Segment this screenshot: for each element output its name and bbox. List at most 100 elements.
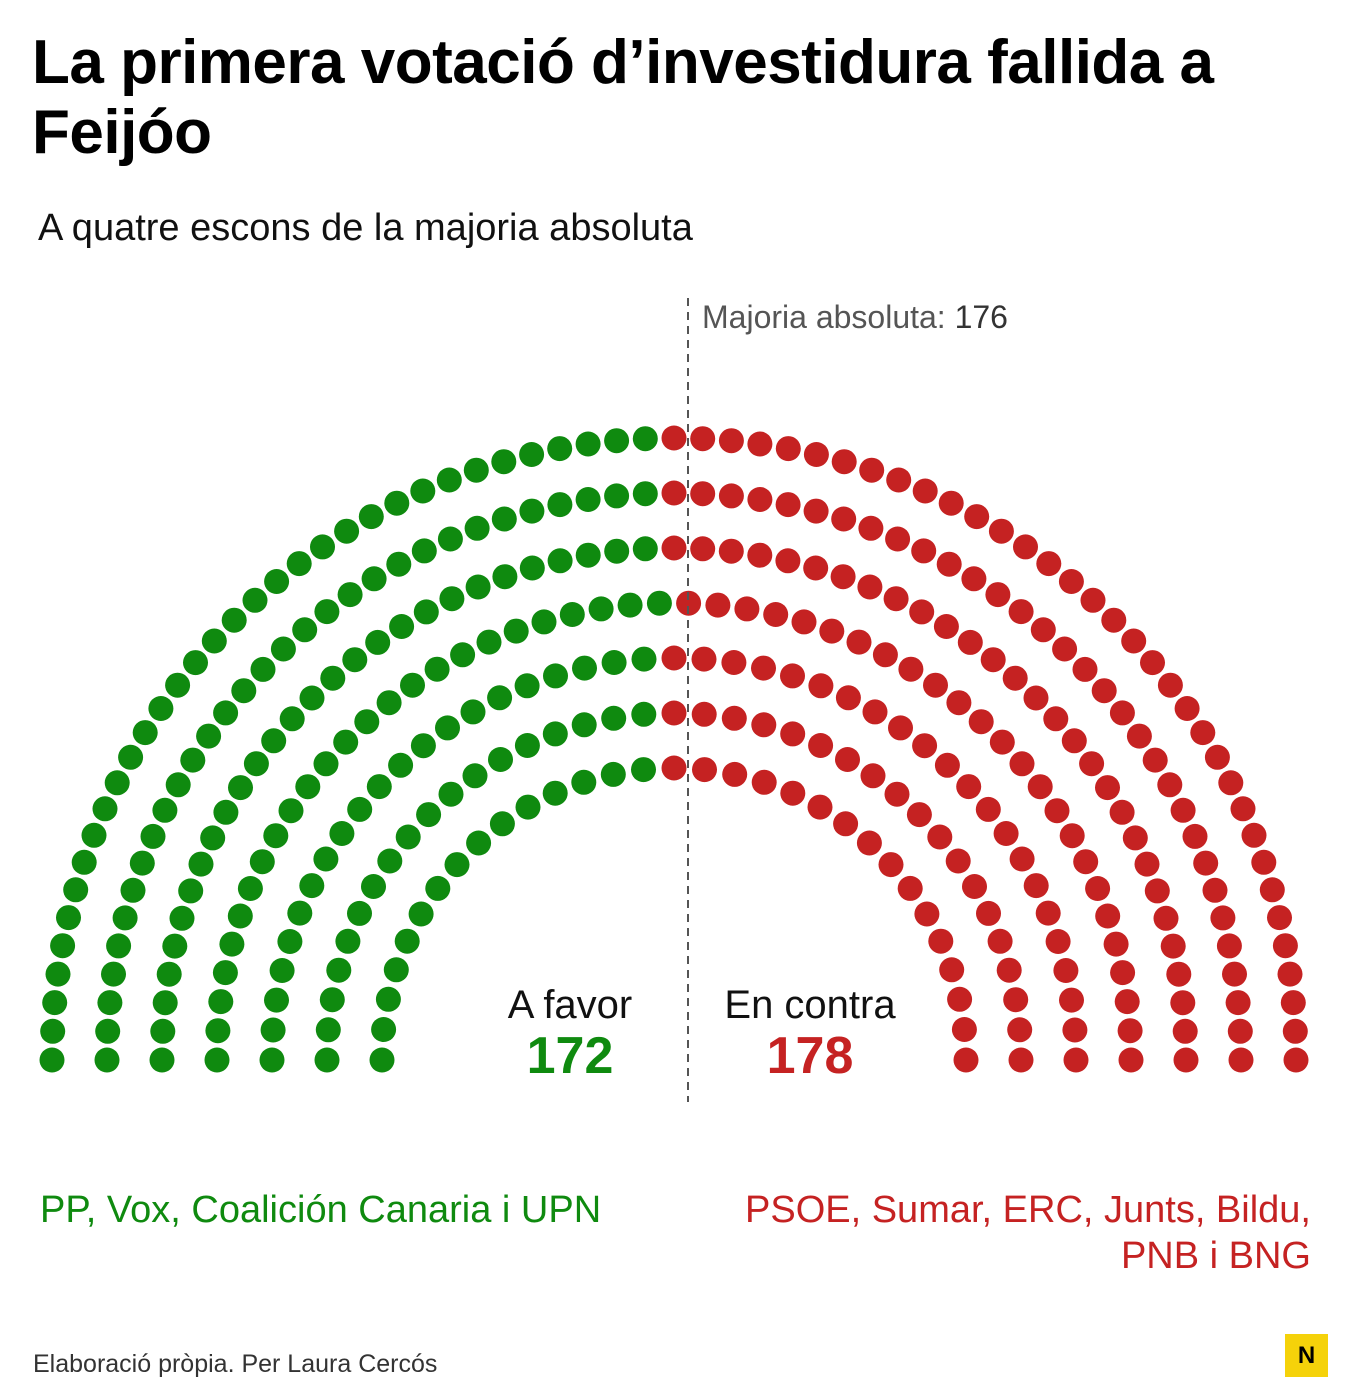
seat-favor	[178, 878, 204, 904]
seat-contra	[1008, 599, 1034, 625]
seat-contra	[1117, 1018, 1143, 1044]
seat-contra	[1009, 751, 1035, 777]
seat-contra	[946, 690, 972, 716]
seats-group	[39, 425, 1309, 1073]
seat-favor	[588, 596, 614, 622]
seat-contra	[1058, 569, 1084, 594]
seat-favor	[320, 665, 346, 691]
seat-favor	[45, 961, 71, 987]
favor-summary: A favor 172	[470, 982, 670, 1084]
seat-contra	[985, 582, 1011, 608]
seat-contra	[1109, 799, 1135, 825]
seat-favor	[450, 642, 476, 668]
seat-favor	[129, 850, 155, 876]
seat-contra	[1144, 878, 1170, 904]
seat-contra	[661, 425, 687, 451]
seat-favor	[337, 582, 363, 608]
seat-contra	[964, 504, 990, 530]
seat-favor	[149, 1047, 175, 1073]
source-credit: Elaboració pròpia. Per Laura Cercós	[33, 1350, 438, 1378]
seat-contra	[763, 602, 789, 627]
seat-favor	[410, 478, 436, 504]
contra-parties-line1: PSOE, Sumar, ERC, Junts, Bildu,	[745, 1189, 1311, 1231]
seat-contra	[860, 763, 886, 789]
seat-contra	[690, 426, 716, 452]
seat-contra	[791, 609, 817, 635]
seat-contra	[1091, 678, 1117, 704]
seat-contra	[1030, 617, 1056, 643]
seat-favor	[180, 747, 206, 773]
seat-contra	[835, 747, 860, 772]
seat-favor	[94, 1047, 120, 1073]
seat-contra	[1204, 744, 1230, 770]
seat-favor	[208, 989, 234, 1015]
seat-contra	[858, 515, 884, 541]
seat-favor	[152, 990, 178, 1016]
seat-contra	[993, 821, 1019, 846]
seat-contra	[1280, 990, 1306, 1016]
seat-contra	[690, 481, 716, 507]
seat-contra	[751, 655, 776, 681]
seat-contra	[1059, 823, 1085, 849]
seat-contra	[975, 796, 1001, 822]
seat-favor	[543, 663, 568, 689]
seat-contra	[846, 629, 872, 655]
seat-contra	[747, 431, 773, 457]
seat-contra	[947, 986, 973, 1012]
seat-contra	[897, 875, 923, 901]
seat-favor	[162, 933, 188, 959]
seat-contra	[1166, 961, 1192, 987]
seat-favor	[413, 599, 439, 625]
seat-favor	[411, 538, 437, 564]
seat-favor	[132, 720, 158, 746]
seat-favor	[519, 442, 545, 467]
seat-contra	[1007, 1017, 1033, 1043]
seat-contra	[1059, 987, 1084, 1013]
seat-contra	[831, 449, 857, 475]
seat-contra	[803, 442, 829, 467]
seat-contra	[898, 656, 924, 682]
seat-contra	[936, 551, 962, 577]
seat-contra	[661, 480, 687, 506]
seat-favor	[631, 646, 657, 672]
seat-contra	[1210, 905, 1236, 931]
seat-contra	[1170, 797, 1196, 823]
seat-contra	[996, 957, 1022, 983]
seat-favor	[416, 802, 442, 828]
seat-favor	[383, 957, 409, 983]
seat-favor	[204, 1047, 230, 1073]
seat-favor	[631, 757, 656, 783]
seat-favor	[410, 733, 436, 759]
seat-contra	[780, 721, 806, 747]
seat-favor	[604, 428, 630, 454]
chart-subtitle: A quatre escons de la majoria absoluta	[38, 207, 693, 249]
seat-favor	[547, 436, 573, 462]
seat-contra	[718, 483, 744, 509]
favor-label: A favor	[507, 983, 633, 1027]
seat-contra	[885, 526, 911, 552]
seat-contra	[1267, 905, 1292, 931]
seat-contra	[819, 618, 845, 644]
seat-favor	[514, 673, 540, 699]
seat-contra	[909, 599, 935, 625]
seat-favor	[394, 928, 420, 954]
seat-favor	[601, 650, 627, 675]
seat-contra	[912, 478, 938, 504]
seat-favor	[361, 566, 387, 592]
seat-favor	[227, 903, 253, 929]
seat-contra	[911, 538, 937, 564]
seat-contra	[780, 663, 805, 689]
seat-contra	[888, 715, 913, 741]
seat-favor	[249, 849, 275, 875]
seat-favor	[150, 1018, 176, 1044]
seat-favor	[437, 526, 463, 552]
favor-parties: PP, Vox, Coalición Canaria i UPN	[40, 1189, 602, 1231]
seat-contra	[938, 490, 964, 516]
seat-favor	[408, 901, 434, 927]
seat-contra	[1118, 1047, 1144, 1073]
seat-contra	[906, 802, 932, 828]
seat-favor	[571, 769, 597, 795]
seat-contra	[808, 733, 834, 758]
seat-contra	[1023, 685, 1049, 711]
seat-favor	[277, 929, 303, 954]
